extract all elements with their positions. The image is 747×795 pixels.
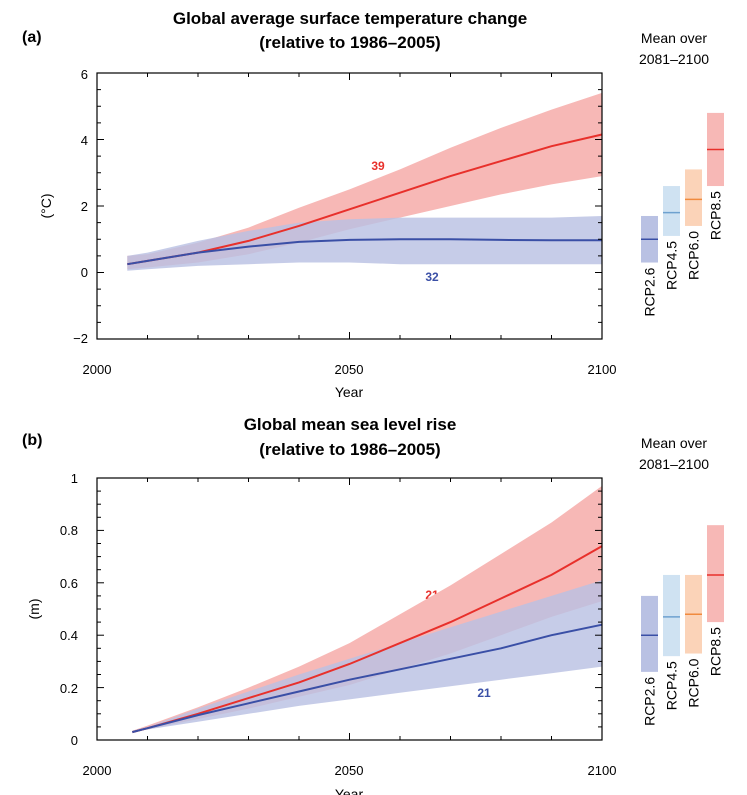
x-tick-label: 2050 xyxy=(335,763,364,778)
side-title-line2-b: 2081–2100 xyxy=(639,456,709,472)
x-axis-label-b: Year xyxy=(335,786,364,795)
side-box-rcp45 xyxy=(663,186,680,236)
y-tick-label: 0.6 xyxy=(60,576,78,591)
y-tick-label: −2 xyxy=(73,331,88,346)
side-boxes-b: RCP2.6 RCP4.5 RCP6.0 RCP8.5 xyxy=(641,525,724,726)
side-box-rcp60 xyxy=(685,169,702,226)
y-tick-label: 0.4 xyxy=(60,628,78,643)
y-tick-label: 1 xyxy=(71,471,78,486)
axes-frame-b xyxy=(96,477,603,741)
chart-title-line2-a: (relative to 1986–2005) xyxy=(259,33,440,52)
line-rcp26 xyxy=(127,238,602,266)
series-lines-a xyxy=(127,133,603,266)
x-tick-label: 2050 xyxy=(335,362,364,377)
panel-a: (a) Global average surface temperature c… xyxy=(22,9,724,400)
model-count-rcp85-a: 39 xyxy=(371,159,385,173)
panel-label-a: (a) xyxy=(22,29,42,46)
model-count-rcp26-b: 21 xyxy=(477,686,491,700)
y-tick-label: 0 xyxy=(81,265,88,280)
side-box-label: RCP4.5 xyxy=(664,661,680,710)
side-title-line2-a: 2081–2100 xyxy=(639,51,709,67)
side-box-label: RCP6.0 xyxy=(686,231,702,280)
side-box-label: RCP6.0 xyxy=(686,658,702,707)
line-rcp26 xyxy=(132,623,603,734)
side-box-label: RCP2.6 xyxy=(642,677,658,726)
y-tick-label: 0.2 xyxy=(60,681,78,696)
band-rcp26 xyxy=(127,216,603,271)
x-tick-label: 2000 xyxy=(83,362,112,377)
band-rcp85 xyxy=(132,485,603,733)
side-box-label: RCP2.6 xyxy=(642,267,658,316)
model-count-rcp26-a: 32 xyxy=(425,270,439,284)
y-tick-label: 0 xyxy=(71,733,78,748)
side-title-line1-a: Mean over xyxy=(641,30,707,46)
panel-b: (b) Global mean sea level rise (relative… xyxy=(22,415,724,795)
y-axis-label-b: (m) xyxy=(26,599,42,620)
x-axis-label-a: Year xyxy=(335,384,364,400)
chart-title-line2-b: (relative to 1986–2005) xyxy=(259,440,440,459)
side-title-line1-b: Mean over xyxy=(641,435,707,451)
panel-label-b: (b) xyxy=(22,432,42,449)
x-tick-label: 2100 xyxy=(588,763,617,778)
side-box-label: RCP8.5 xyxy=(708,191,724,240)
chart-title-line1-a: Global average surface temperature chang… xyxy=(173,9,527,28)
side-box-label: RCP4.5 xyxy=(664,241,680,290)
y-axis-label-a: (°C) xyxy=(38,193,54,218)
band-rcp85 xyxy=(127,92,603,270)
chart-title-line1-b: Global mean sea level rise xyxy=(244,415,457,434)
side-box-rcp26 xyxy=(641,595,658,672)
y-tick-label: 6 xyxy=(81,67,88,82)
side-box-label: RCP8.5 xyxy=(708,627,724,676)
series-lines-b xyxy=(132,545,603,734)
uncertainty-bands-b xyxy=(132,485,603,733)
uncertainty-bands-a xyxy=(127,92,603,271)
y-tick-label: 2 xyxy=(81,199,88,214)
x-tick-label: 2000 xyxy=(83,763,112,778)
side-box-rcp45 xyxy=(663,574,680,657)
side-box-rcp85 xyxy=(707,525,724,623)
y-tick-label: 4 xyxy=(81,133,88,148)
y-tick-label: 0.8 xyxy=(60,523,78,538)
axes-frame-a xyxy=(96,72,603,340)
x-tick-label: 2100 xyxy=(588,362,617,377)
side-boxes-a: RCP2.6 RCP4.5 RCP6.0 RCP8.5 xyxy=(641,112,724,317)
